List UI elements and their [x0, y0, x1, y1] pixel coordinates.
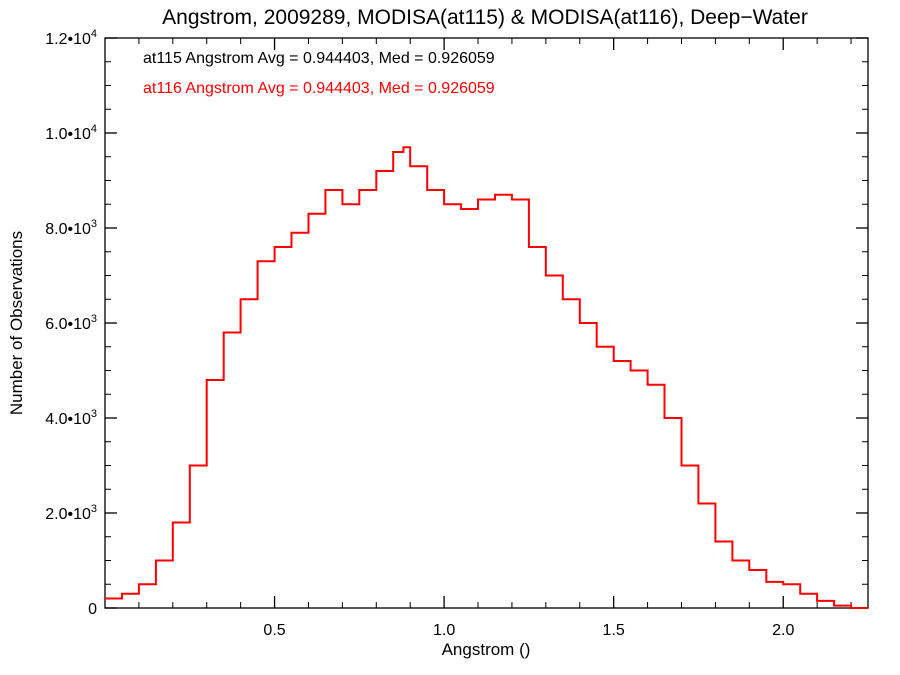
y-tick-exponent: 3 — [91, 218, 97, 230]
legend: at115 Angstrom Avg = 0.944403, Med = 0.9… — [143, 50, 495, 97]
x-tick-label: 1.0 — [433, 622, 455, 639]
y-tick-exponent: 3 — [91, 408, 97, 420]
plot-frame — [104, 37, 869, 609]
y-tick-label: 8.0•103 — [45, 218, 97, 238]
y-tick-exponent: 3 — [91, 503, 97, 515]
x-axis-label: Angstrom () — [442, 640, 531, 659]
y-tick-label: 0 — [88, 601, 97, 618]
y-tick-exponent: 3 — [91, 313, 97, 325]
y-tick-label: 4.0•103 — [45, 408, 97, 428]
y-axis-ticks: 0 2.0•103 4.0•103 6.0•103 8.0•103 1.0•104 1.2•… — [45, 28, 868, 618]
x-tick-label: 0.5 — [263, 622, 285, 639]
chart-title: Angstrom, 2009289, MODISA(at115) & MODIS… — [162, 6, 808, 29]
series-line-at116 — [105, 146, 868, 609]
y-axis-label: Number of Observations — [7, 231, 26, 415]
x-tick-label: 1.5 — [603, 622, 625, 639]
y-tick-label: 2.0•103 — [45, 503, 97, 523]
legend-annotation: at115 Angstrom Avg = 0.944403, Med = 0.9… — [143, 50, 495, 67]
y-tick-label: 6.0•103 — [45, 313, 97, 333]
legend-annotation: at116 Angstrom Avg = 0.944403, Med = 0.9… — [143, 80, 495, 97]
x-tick-label: 2.0 — [772, 622, 794, 639]
x-axis-ticks: 0.5 1.0 1.5 2.0 — [138, 38, 852, 639]
y-tick-label: 1.2•104 — [45, 28, 97, 48]
y-tick-exponent: 4 — [91, 28, 97, 40]
y-tick-label: 1.0•104 — [45, 123, 97, 143]
y-tick-exponent: 4 — [91, 123, 97, 135]
